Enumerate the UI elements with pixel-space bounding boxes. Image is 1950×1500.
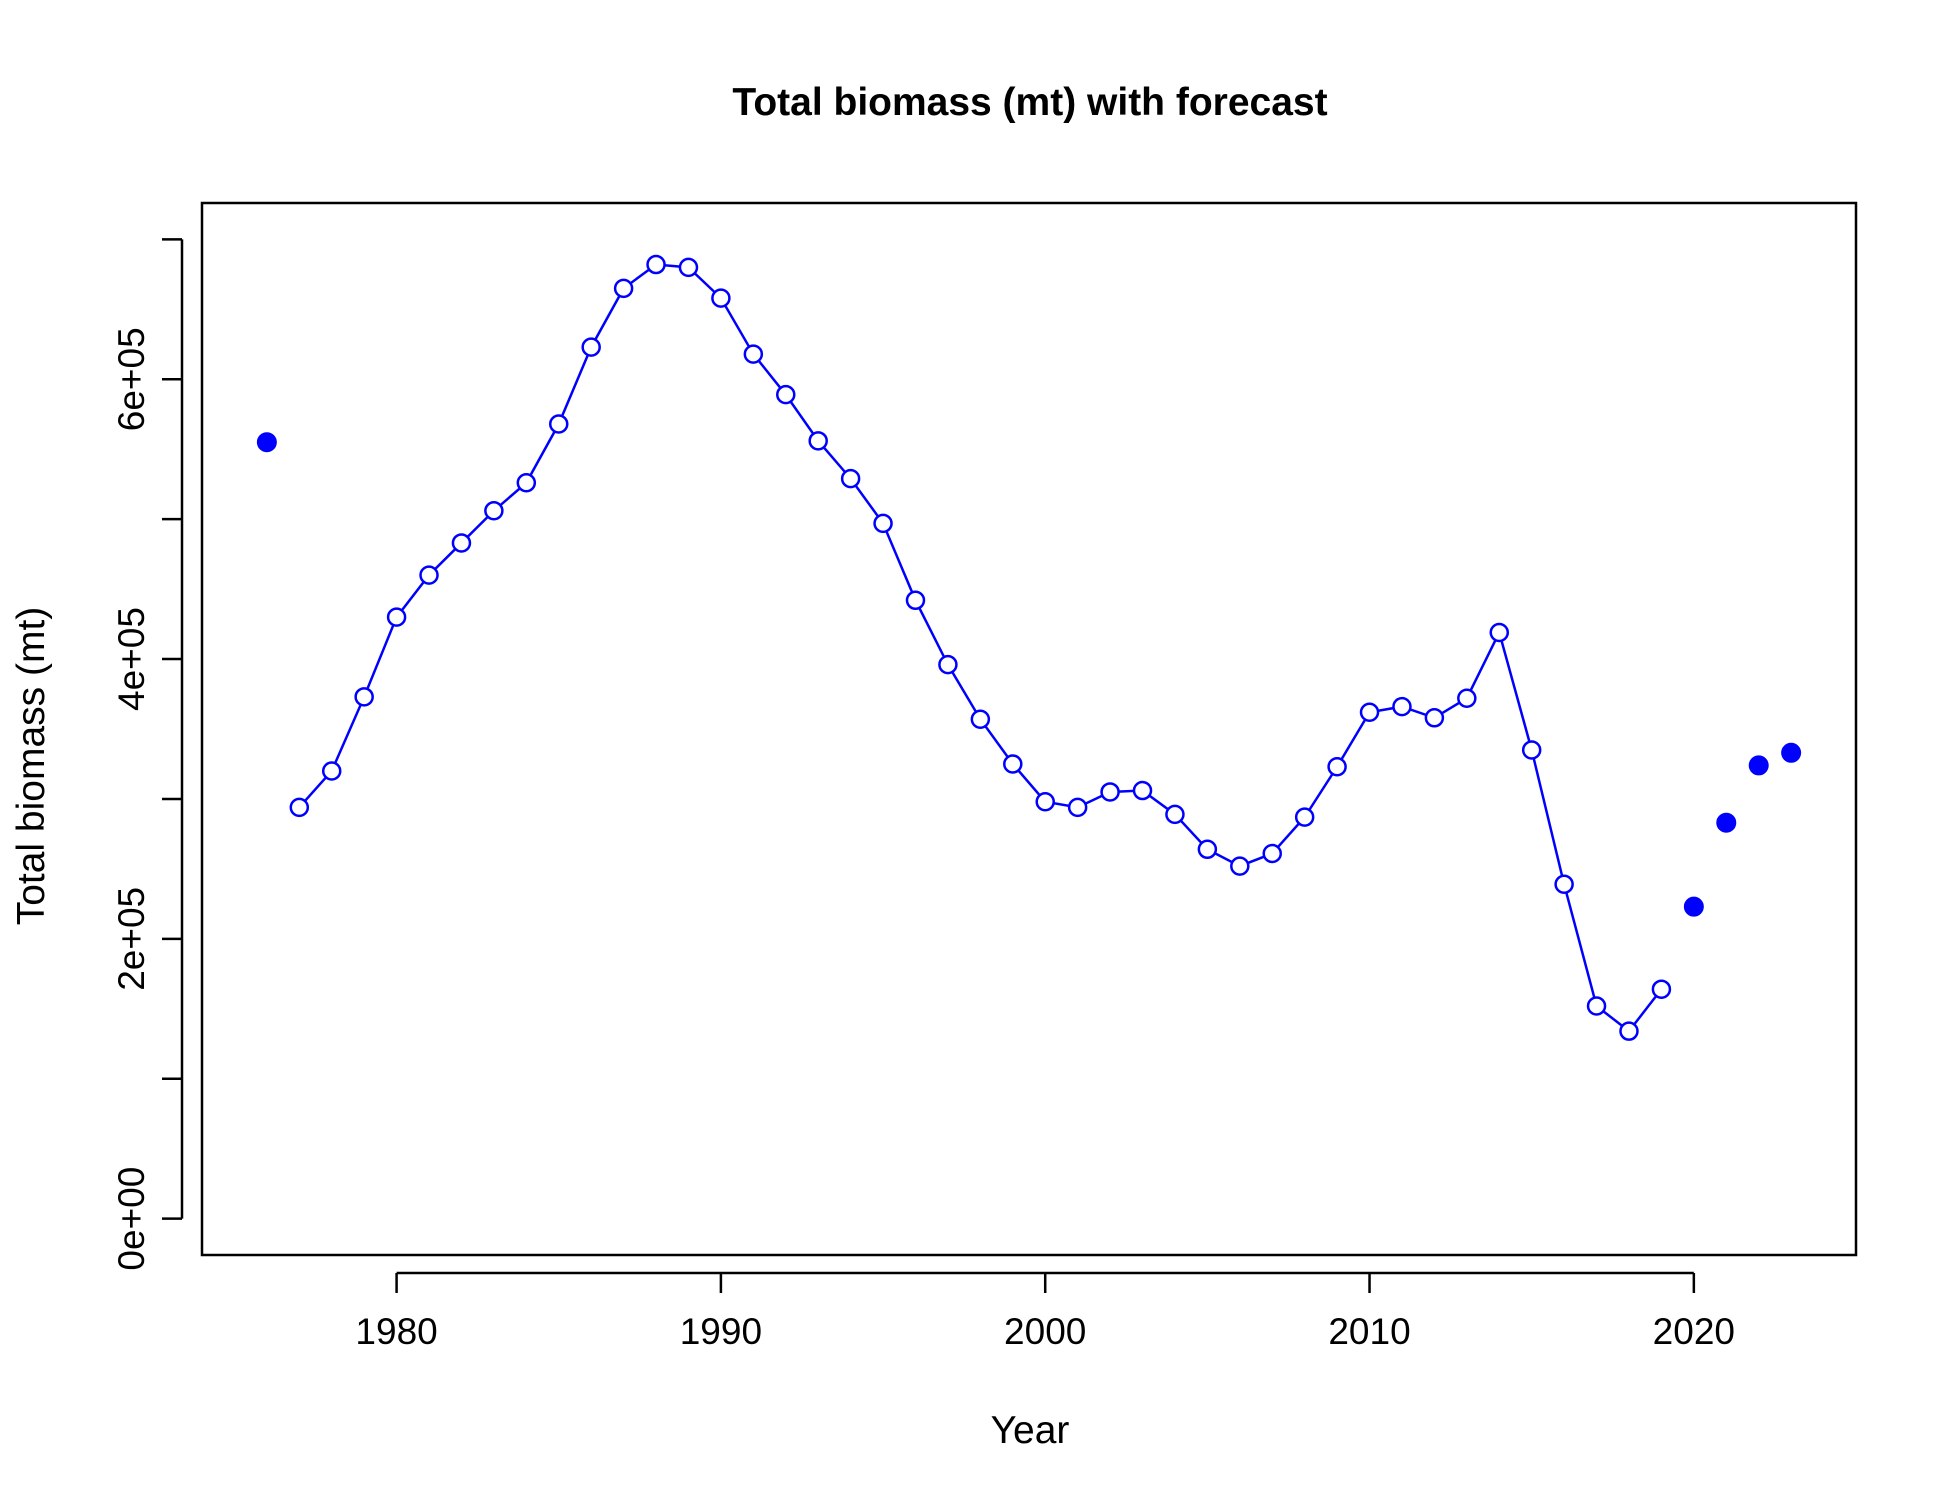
y-tick-label: 6e+05	[111, 327, 152, 431]
data-point-open	[1294, 807, 1315, 827]
data-point-open	[1067, 797, 1088, 818]
data-point-open	[905, 590, 926, 611]
chart-title: Total biomass (mt) with forecast	[732, 81, 1327, 124]
data-point-open	[516, 473, 537, 493]
data-point-open	[840, 468, 861, 489]
data-point-open	[1392, 696, 1412, 717]
x-tick-label: 2000	[1004, 1311, 1086, 1352]
data-point-open	[1554, 874, 1574, 895]
data-point-open	[419, 565, 439, 585]
data-point-open	[1100, 782, 1120, 802]
data-point-open	[321, 761, 342, 781]
data-point-open	[1262, 843, 1282, 864]
data-point-open	[1424, 708, 1445, 728]
data-point-open	[581, 337, 601, 357]
data-point-open	[938, 654, 958, 675]
data-point-open	[1003, 754, 1023, 774]
data-point-open	[354, 687, 374, 707]
data-point-open	[646, 254, 666, 275]
data-point-open	[743, 344, 764, 364]
data-point-open	[1619, 1021, 1639, 1041]
y-tick-label: 2e+05	[111, 887, 152, 991]
data-point-open	[548, 414, 569, 434]
y-tick-label: 0e+00	[111, 1167, 152, 1271]
plot-marks	[256, 254, 1802, 1041]
x-tick-label: 1980	[355, 1311, 437, 1352]
data-point-filled	[256, 432, 277, 453]
x-axis: 1980 1990 2000 2010 2020	[355, 1271, 1735, 1352]
data-point-open	[1457, 688, 1477, 708]
data-point-filled	[1748, 755, 1769, 776]
x-tick-label: 1990	[680, 1311, 762, 1352]
data-point-open	[484, 501, 504, 521]
data-point-open	[1359, 702, 1380, 722]
data-point-open	[808, 431, 828, 451]
biomass-line	[298, 263, 1663, 1033]
data-point-open	[289, 797, 310, 818]
data-point-open	[613, 278, 634, 299]
x-axis-label: Year	[991, 1409, 1070, 1452]
data-point-open	[1327, 757, 1347, 777]
data-point-open	[711, 288, 731, 308]
data-point-filled	[1781, 742, 1802, 763]
data-point-open	[1197, 839, 1218, 860]
data-point-filled	[1716, 812, 1737, 833]
data-point-open	[386, 607, 407, 627]
y-tick-label: 4e+05	[111, 607, 152, 711]
data-point-open	[873, 513, 893, 534]
data-point-open	[678, 257, 699, 278]
data-point-open	[1132, 780, 1153, 801]
y-axis-label: Total biomass (mt)	[10, 607, 53, 926]
data-point-open	[776, 384, 796, 405]
data-point-open	[1586, 996, 1607, 1016]
data-point-open	[1035, 791, 1055, 812]
data-point-open	[451, 533, 472, 553]
data-point-open	[1651, 979, 1672, 999]
data-point-open	[970, 709, 991, 729]
x-tick-label: 2010	[1328, 1311, 1410, 1352]
plot-frame	[200, 201, 1858, 1257]
data-point-open	[1230, 856, 1250, 876]
x-tick-label: 2020	[1653, 1311, 1735, 1352]
data-point-filled	[1683, 896, 1704, 917]
data-point-open	[1165, 804, 1185, 825]
data-point-open	[1521, 740, 1542, 760]
y-axis: 0e+00 2e+05 4e+05 6e+05	[111, 238, 184, 1271]
data-point-open	[1489, 622, 1510, 643]
